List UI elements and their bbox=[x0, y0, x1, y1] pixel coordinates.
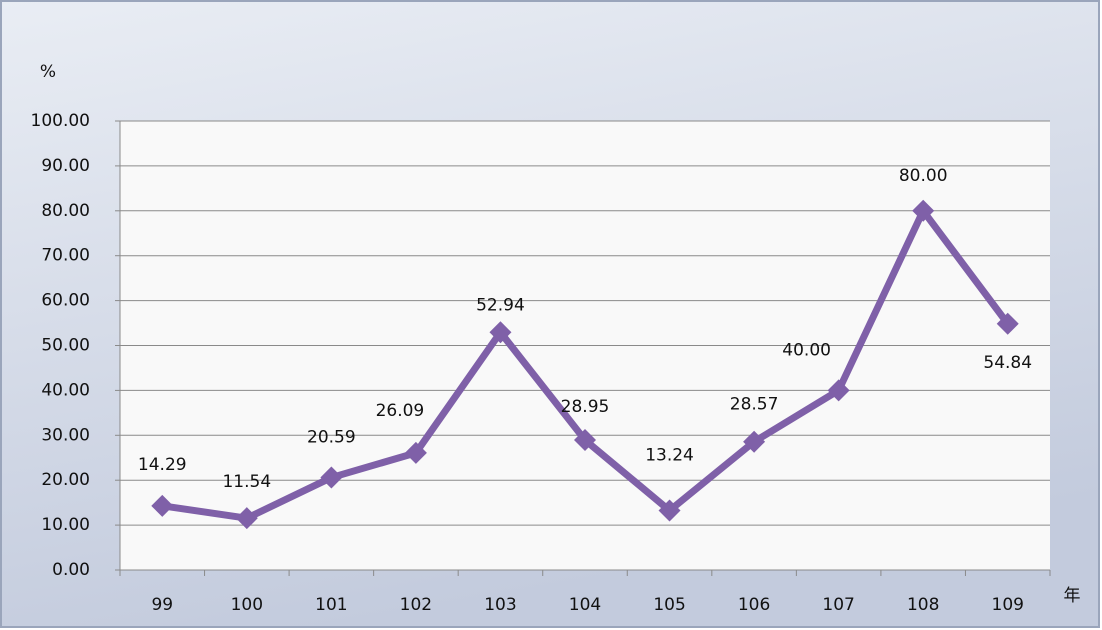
x-tick-label: 103 bbox=[484, 595, 516, 615]
data-point bbox=[996, 312, 1019, 335]
data-point bbox=[827, 379, 850, 402]
y-tick-label: 30.00 bbox=[41, 425, 90, 445]
x-tick-label: 104 bbox=[569, 595, 601, 615]
x-tick-label: 108 bbox=[907, 595, 939, 615]
y-tick-label: 80.00 bbox=[41, 201, 90, 221]
x-tick-label: 101 bbox=[315, 595, 347, 615]
data-label: 28.95 bbox=[561, 397, 610, 417]
data-point bbox=[912, 199, 935, 222]
x-tick-label: 109 bbox=[992, 595, 1024, 615]
data-label: 26.09 bbox=[376, 401, 425, 421]
y-tick-label: 40.00 bbox=[41, 380, 90, 400]
x-tick-label: 100 bbox=[231, 595, 263, 615]
data-label: 80.00 bbox=[899, 166, 948, 186]
y-tick-label: 10.00 bbox=[41, 515, 90, 535]
x-tick-label: 106 bbox=[738, 595, 770, 615]
x-tick-label: 102 bbox=[400, 595, 432, 615]
data-point bbox=[320, 466, 343, 489]
data-label: 40.00 bbox=[782, 340, 831, 360]
data-point bbox=[151, 494, 174, 517]
data-label: 20.59 bbox=[307, 428, 356, 448]
x-tick-label: 105 bbox=[653, 595, 685, 615]
data-label: 14.29 bbox=[138, 455, 187, 475]
y-tick-label: 70.00 bbox=[41, 246, 90, 266]
x-tick-label: 99 bbox=[151, 595, 173, 615]
y-tick-label: 90.00 bbox=[41, 156, 90, 176]
data-point bbox=[404, 441, 427, 464]
x-axis-label: 年 bbox=[1064, 586, 1081, 606]
data-label: 28.57 bbox=[730, 395, 779, 415]
data-label: 13.24 bbox=[645, 446, 694, 466]
x-tick-label: 107 bbox=[822, 595, 854, 615]
y-tick-label: 20.00 bbox=[41, 470, 90, 490]
data-point bbox=[489, 321, 512, 344]
y-tick-label: 0.00 bbox=[52, 560, 90, 580]
data-label: 11.54 bbox=[222, 472, 271, 492]
data-label: 52.94 bbox=[476, 295, 525, 315]
y-tick-label: 50.00 bbox=[41, 336, 90, 356]
y-tick-label: 100.00 bbox=[31, 111, 90, 131]
data-label: 54.84 bbox=[983, 353, 1032, 373]
data-point bbox=[658, 499, 681, 522]
data-point bbox=[235, 507, 258, 530]
y-axis-label: % bbox=[40, 62, 56, 82]
y-tick-label: 60.00 bbox=[41, 291, 90, 311]
data-point bbox=[574, 429, 596, 452]
data-point bbox=[743, 430, 766, 453]
